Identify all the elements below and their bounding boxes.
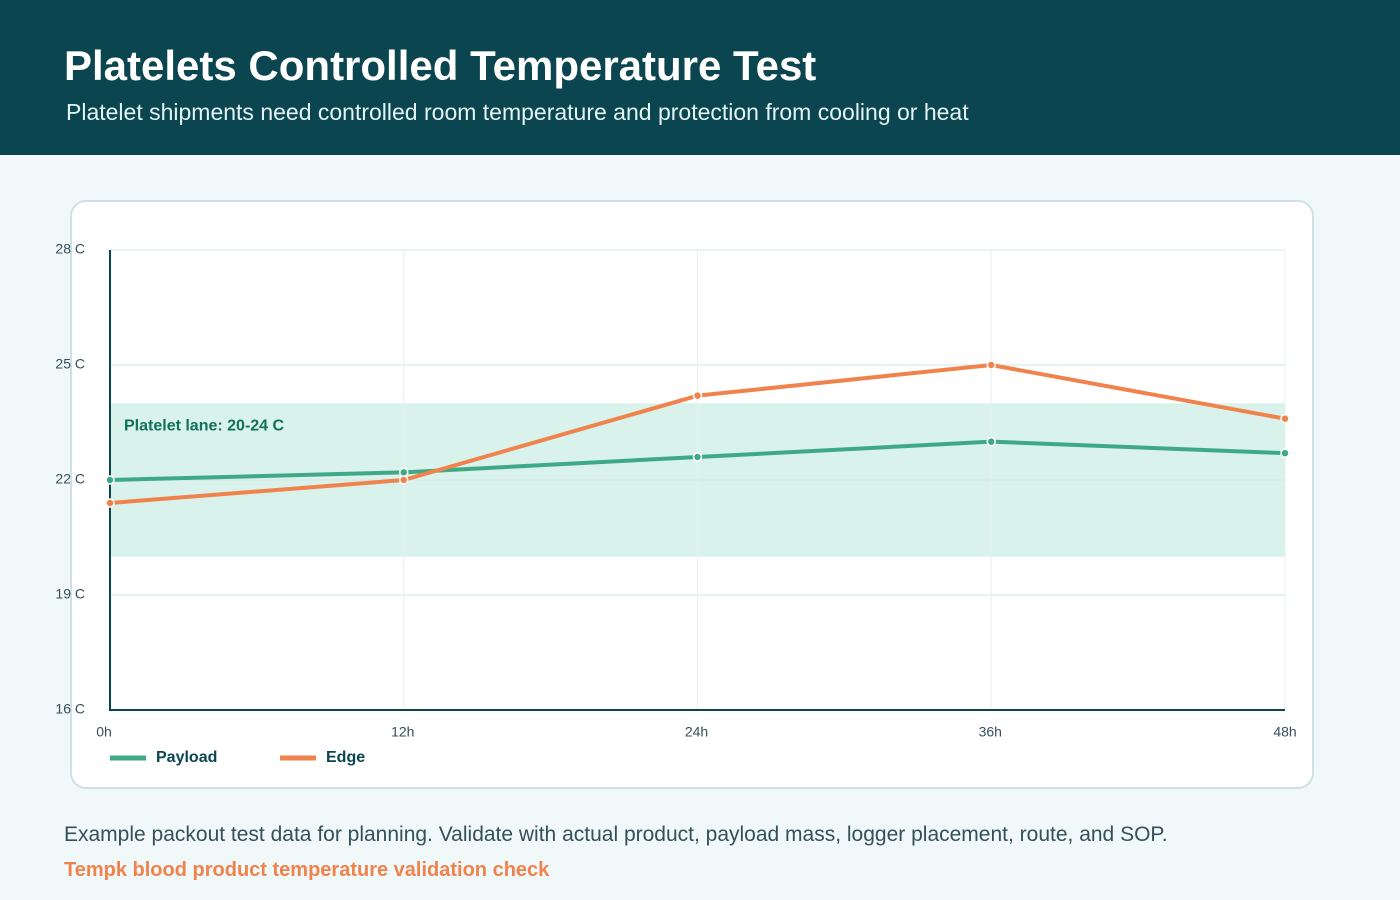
- y-tick-label: 25 C: [55, 356, 85, 372]
- legend-label: Edge: [326, 749, 365, 766]
- x-tick-label: 0h: [96, 724, 112, 740]
- footer-note: Example packout test data for planning. …: [64, 823, 1168, 846]
- data-point: [105, 475, 115, 485]
- data-point: [692, 452, 703, 462]
- legend-label: Payload: [156, 749, 217, 766]
- data-point: [986, 436, 996, 447]
- data-point: [692, 390, 703, 401]
- footer-brand: Tempk blood product temperature validati…: [64, 859, 550, 881]
- y-tick-label: 19 C: [55, 586, 85, 602]
- page-subtitle: Platelet shipments need controlled room …: [66, 99, 969, 125]
- y-tick-label: 28 C: [55, 241, 85, 257]
- data-point: [1280, 413, 1290, 424]
- header: Platelets Controlled Temperature Test Pl…: [0, 0, 1400, 155]
- x-tick-label: 36h: [979, 724, 1002, 740]
- x-tick-label: 12h: [391, 724, 414, 740]
- data-point: [1280, 448, 1290, 458]
- band-label: Platelet lane: 20-24 C: [124, 418, 285, 435]
- data-point: [399, 467, 409, 478]
- data-point: [399, 475, 409, 485]
- data-point: [105, 498, 115, 508]
- y-tick-label: 16 C: [55, 701, 85, 717]
- data-point: [986, 360, 996, 370]
- y-tick-label: 22 C: [55, 471, 85, 487]
- x-tick-label: 24h: [685, 724, 708, 740]
- x-tick-label: 48h: [1273, 724, 1296, 740]
- page-title: Platelets Controlled Temperature Test: [64, 42, 817, 89]
